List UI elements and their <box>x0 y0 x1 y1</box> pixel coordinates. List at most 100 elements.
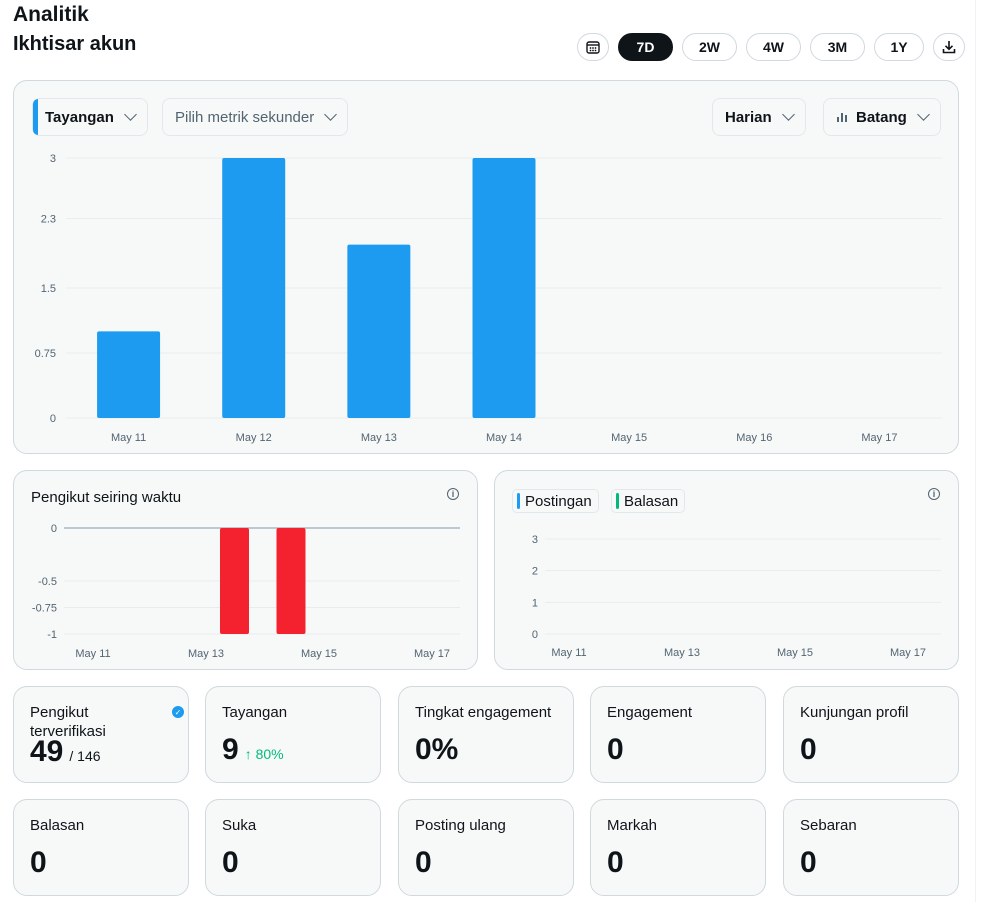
x-tick-label: May 11 <box>75 648 110 660</box>
date-range-selector: 7D 2W 4W 3M 1Y <box>577 33 965 63</box>
y-tick-label: 0 <box>532 629 538 641</box>
info-icon[interactable]: i <box>928 488 940 500</box>
metric-card-verified-followers[interactable]: Pengikut terverifikasi ✓ 49 / 146 <box>13 686 189 783</box>
primary-metric-label: Tayangan <box>45 108 114 126</box>
metric-value: 0% <box>415 733 459 766</box>
metric-card-views[interactable]: Tayangan 9 ↑ 80% <box>205 686 381 783</box>
metric-value: 0 <box>607 846 624 879</box>
metric-label: Engagement <box>607 704 693 721</box>
metric-value: 0 <box>800 846 817 879</box>
posts-line-chart: 0 1 2 3 May 11 May 13 May 15 May 17 <box>532 534 941 659</box>
x-tick-label: May 14 <box>486 432 522 444</box>
range-4w-button[interactable]: 4W <box>746 33 801 61</box>
x-tick-label: May 15 <box>777 647 813 659</box>
metric-label: Tayangan <box>222 704 288 721</box>
metric-card-engagement[interactable]: Engagement 0 <box>590 686 766 783</box>
primary-metric-dropdown[interactable]: Tayangan <box>32 98 148 136</box>
range-7d-button[interactable]: 7D <box>618 33 673 61</box>
y-tick-label: 3 <box>532 534 538 546</box>
posts-chart-card: Postingan Balasan i 0 1 2 3 May 11 May 13 May … <box>494 470 959 670</box>
range-2w-button[interactable]: 2W <box>682 33 737 61</box>
chart-bar <box>222 158 286 418</box>
calendar-button[interactable] <box>577 33 609 61</box>
interval-dropdown[interactable]: Harian <box>712 98 806 136</box>
metric-label: Sebaran <box>800 817 857 834</box>
chevron-down-icon <box>124 108 137 121</box>
metric-value: 9 ↑ 80% <box>222 733 284 767</box>
main-chart-card: Tayangan Pilih metrik sekunder Harian Ba… <box>13 80 959 454</box>
x-tick-label: May 11 <box>111 432 146 444</box>
download-icon <box>942 41 956 54</box>
x-tick-label: May 17 <box>861 432 897 444</box>
metric-card-shares[interactable]: Sebaran 0 <box>783 799 959 896</box>
x-tick-label: May 15 <box>301 648 337 660</box>
x-tick-label: May 16 <box>736 432 772 444</box>
x-tick-label: May 12 <box>236 432 272 444</box>
followers-bar-chart: 0 -0.5 -0.75 -1 May 11 May 13 May 15 May 17 <box>32 523 460 660</box>
metric-value: 0 <box>30 846 47 879</box>
primary-metric-color-marker <box>33 99 38 135</box>
x-tick-label: May 17 <box>414 648 450 660</box>
y-tick-label: -0.75 <box>32 603 57 615</box>
info-icon[interactable]: i <box>447 488 459 500</box>
chevron-down-icon <box>781 108 795 121</box>
chart-bar <box>276 528 306 634</box>
metric-value: 0 <box>800 733 817 766</box>
download-button[interactable] <box>933 33 965 61</box>
interval-label: Harian <box>725 108 772 126</box>
y-tick-label: 3 <box>50 153 56 165</box>
legend-color-marker <box>616 493 619 509</box>
metric-value-number: 49 <box>30 735 64 768</box>
chevron-down-icon <box>916 108 930 121</box>
y-tick-label: 2.3 <box>41 214 56 226</box>
chart-bar <box>472 158 536 418</box>
page-title: Analitik <box>13 3 89 26</box>
x-tick-label: May 15 <box>611 432 647 444</box>
legend-label: Postingan <box>525 492 592 510</box>
metric-value: 0 <box>222 846 239 879</box>
metric-label: Tingkat engagement <box>415 704 552 721</box>
followers-chart-title: Pengikut seiring waktu <box>31 489 182 506</box>
legend-postingan[interactable]: Postingan <box>512 489 599 513</box>
metric-label: Posting ulang <box>415 817 506 834</box>
chart-bar <box>220 528 249 634</box>
metric-card-reposts[interactable]: Posting ulang 0 <box>398 799 574 896</box>
x-tick-label: May 13 <box>664 647 700 659</box>
x-tick-label: May 13 <box>188 648 224 660</box>
y-tick-label: 2 <box>532 566 538 578</box>
metric-label: Suka <box>222 817 257 834</box>
x-tick-label: May 13 <box>361 432 397 444</box>
metric-card-profile-visits[interactable]: Kunjungan profil 0 <box>783 686 959 783</box>
metric-change: ↑ 80% <box>244 746 284 762</box>
metric-value: 49 / 146 <box>30 735 101 769</box>
y-tick-label: 1 <box>532 597 538 609</box>
calendar-icon <box>586 41 600 54</box>
section-title: Ikhtisar akun <box>13 33 137 51</box>
y-tick-label: 0.75 <box>35 348 56 360</box>
followers-chart-card: Pengikut seiring waktu i 0 -0.5 -0.75 -1 May… <box>13 470 478 670</box>
metric-card-engagement-rate[interactable]: Tingkat engagement 0% <box>398 686 574 783</box>
secondary-metric-dropdown[interactable]: Pilih metrik sekunder <box>162 98 349 136</box>
metric-value-number: 9 <box>222 733 239 766</box>
bar-chart-icon <box>837 113 847 122</box>
metric-value: 0 <box>415 846 432 879</box>
range-1y-button[interactable]: 1Y <box>874 33 924 61</box>
y-tick-label: 0 <box>51 523 57 535</box>
legend-balasan[interactable]: Balasan <box>611 489 686 513</box>
x-tick-label: May 11 <box>551 647 586 659</box>
metric-label: Balasan <box>30 817 85 834</box>
metric-value: 0 <box>607 733 624 766</box>
chart-type-dropdown[interactable]: Batang <box>823 98 941 136</box>
metric-label: Markah <box>607 817 658 834</box>
metric-card-likes[interactable]: Suka 0 <box>205 799 381 896</box>
chevron-down-icon <box>324 108 338 121</box>
metric-card-bookmarks[interactable]: Markah 0 <box>590 799 766 896</box>
metric-value-total: / 146 <box>69 748 101 764</box>
verified-badge-icon: ✓ <box>172 706 184 718</box>
y-tick-label: -1 <box>47 629 57 641</box>
range-3m-button[interactable]: 3M <box>810 33 865 61</box>
secondary-metric-placeholder: Pilih metrik sekunder <box>175 108 315 126</box>
metric-card-replies[interactable]: Balasan 0 <box>13 799 189 896</box>
chart-type-label: Batang <box>856 108 907 126</box>
metric-label: Pengikut terverifikasi <box>30 704 106 740</box>
